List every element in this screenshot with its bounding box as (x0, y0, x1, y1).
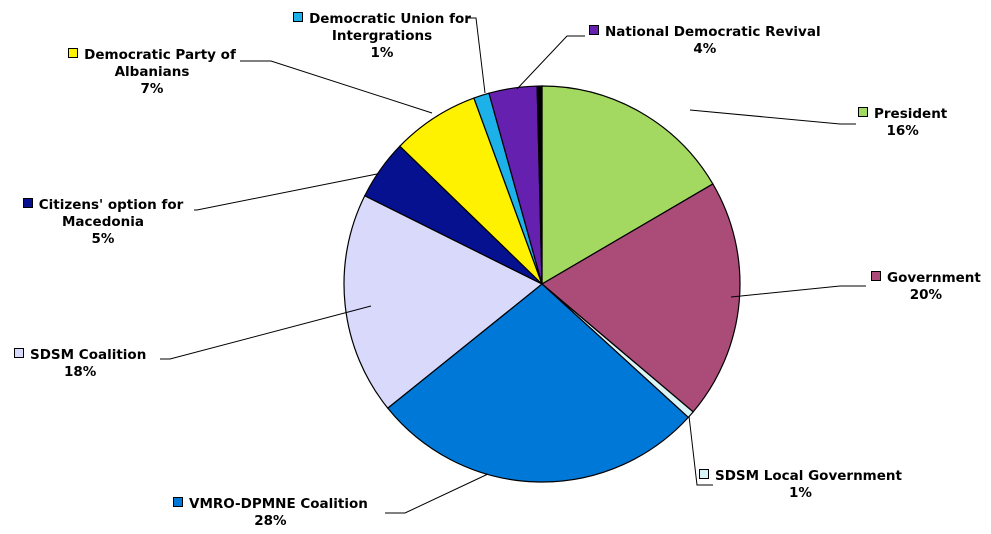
swatch-national-democratic-revival (589, 25, 599, 35)
data-label-democratic-union: Democratic Union for Intergrations 1% (276, 11, 488, 62)
swatch-sdsm-coalition (14, 348, 24, 358)
leader-line (160, 305, 372, 360)
data-label-citizens-option: Citizens' option for Macedonia 5% (10, 197, 196, 248)
label-text: SDSM Coalition (30, 347, 147, 363)
swatch-president (858, 107, 868, 117)
data-label-government: Government 20% (871, 270, 981, 304)
label-text: Citizens' option for Macedonia (38, 197, 184, 230)
label-text: Democratic Union for Intergrations (309, 11, 471, 44)
label-pct: 1% (789, 485, 812, 501)
swatch-government (871, 271, 881, 281)
leader-line (688, 415, 713, 486)
label-text: Government (887, 270, 981, 286)
pie-slice (536, 85, 543, 285)
label-pct: 18% (63, 364, 97, 380)
label-text: National Democratic Revival (605, 24, 821, 40)
label-pct: 1% (370, 45, 394, 61)
leader-line (240, 60, 433, 114)
pie-slice (540, 183, 741, 413)
data-label-national-democratic-revival: National Democratic Revival 4% (589, 24, 821, 58)
leader-line (468, 17, 486, 94)
leader-line (194, 173, 378, 211)
pie-slice (541, 85, 714, 286)
data-label-president: President 16% (858, 106, 947, 140)
label-pct: 20% (909, 287, 943, 303)
swatch-democratic-party-of-albanians (68, 48, 79, 58)
label-text: President (874, 106, 948, 122)
swatch-sdsm-local-government (699, 469, 709, 479)
swatch-democratic-union (293, 12, 304, 22)
leader-line (689, 109, 856, 125)
label-pct: 5% (91, 231, 115, 247)
label-pct: 16% (886, 123, 919, 139)
leader-line (385, 473, 489, 514)
swatch-vmro-dpmne-coalition (173, 497, 183, 507)
label-pct: 28% (254, 513, 287, 529)
data-label-vmro-dpmne-coalition: VMRO-DPMNE Coalition 28% (173, 496, 368, 530)
data-label-sdsm-coalition: SDSM Coalition 18% (14, 347, 146, 381)
label-text: VMRO-DPMNE Coalition (189, 496, 368, 512)
label-text: Democratic Party of Albanians (84, 47, 236, 80)
pie-slice (343, 194, 544, 409)
leader-line (516, 35, 585, 90)
leader-line (730, 285, 866, 298)
data-label-democratic-party-of-albanians: Democratic Party of Albanians 7% (64, 47, 240, 98)
data-label-sdsm-local-government: SDSM Local Government 1% (699, 468, 902, 502)
label-pct: 4% (693, 41, 717, 57)
label-pct: 7% (140, 81, 164, 97)
swatch-citizens-option (22, 198, 33, 208)
pie-slice (386, 283, 690, 483)
label-text: SDSM Local Government (715, 468, 902, 484)
